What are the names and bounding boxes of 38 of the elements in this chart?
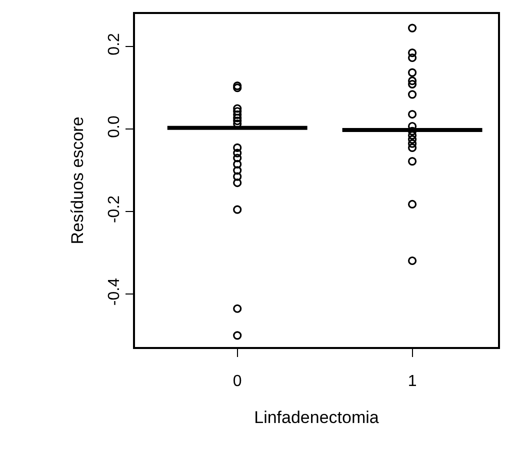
point (233, 143, 242, 152)
point (233, 178, 242, 188)
y-axis-title: Resíduos escore (68, 116, 87, 244)
point (408, 143, 417, 152)
point (408, 135, 417, 144)
point (408, 200, 417, 209)
point (408, 139, 417, 148)
point (233, 331, 242, 340)
y-tick-label: -0.4 (106, 278, 123, 306)
x-tick-label: 1 (408, 372, 417, 390)
point (233, 84, 242, 92)
point (233, 172, 242, 181)
point (408, 24, 417, 32)
point (408, 157, 417, 166)
point (408, 90, 417, 99)
point (233, 304, 242, 313)
y-tick-label: 0.2 (106, 32, 123, 56)
y-tick-label: 0.0 (106, 116, 123, 138)
point (408, 110, 417, 119)
point (233, 116, 242, 126)
point (233, 166, 242, 175)
x-axis-title: Linfadenectomia (254, 408, 380, 427)
point (233, 148, 242, 158)
point (408, 76, 417, 86)
point (233, 104, 242, 113)
point (233, 82, 242, 90)
point (408, 80, 417, 88)
point (408, 48, 417, 58)
x-tick-label: 0 (232, 372, 242, 390)
point (408, 53, 417, 62)
point (233, 154, 242, 162)
point (233, 107, 242, 116)
point (408, 131, 417, 140)
point (408, 256, 417, 266)
point (233, 205, 242, 214)
point (408, 68, 417, 77)
point (233, 160, 242, 168)
y-tick-label: -0.2 (106, 195, 123, 224)
